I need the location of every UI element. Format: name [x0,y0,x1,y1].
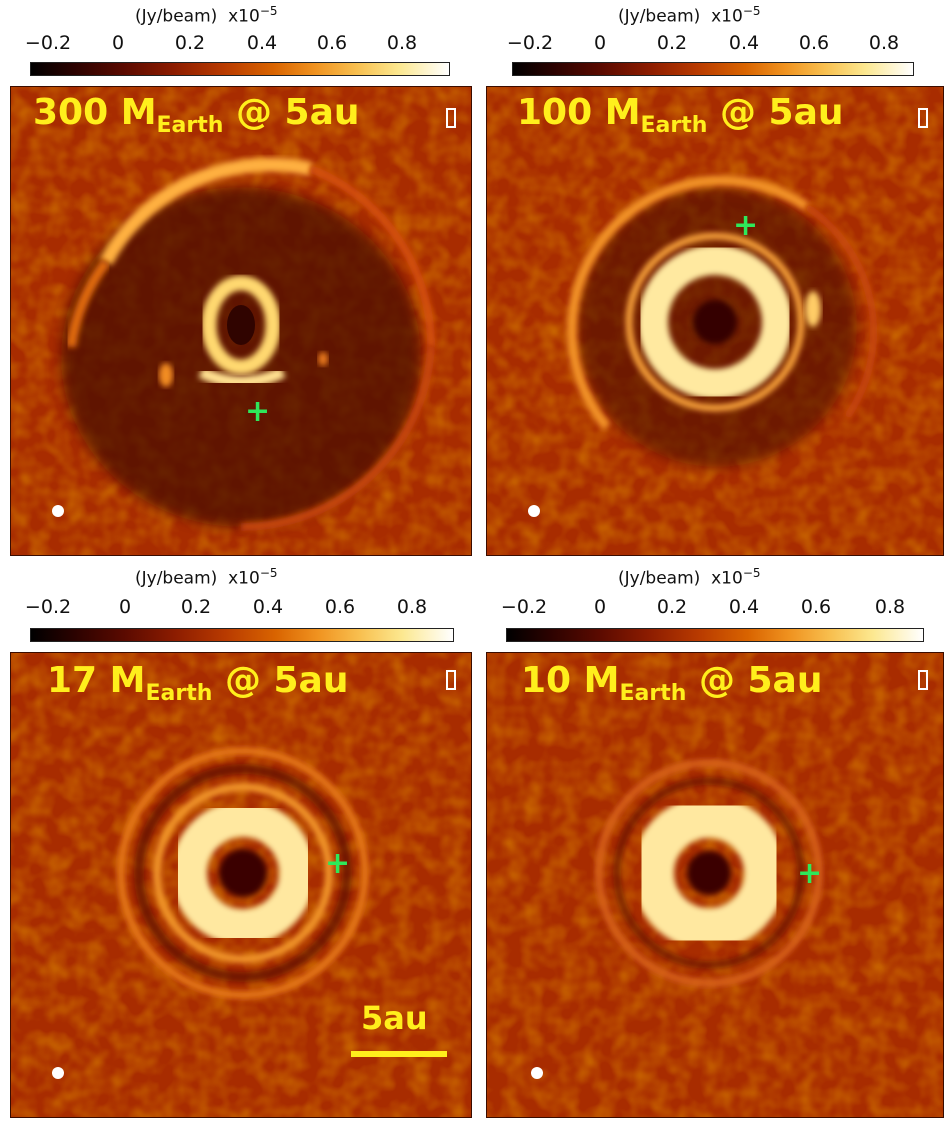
colorbar-tick: −0.2 [506,32,554,54]
panel-group-300: (Jy/beam) x10−5 −0.2 0 0.2 0.4 0.6 0.8 [0,0,472,561]
emission-map [487,87,943,555]
colorbar-tick-labels: −0.2 0 0.2 0.4 0.6 0.8 [472,32,944,54]
colorbar [512,62,914,76]
colorbar [506,628,924,642]
colorbar-tick: −0.2 [24,596,72,618]
colorbar-tick: 0.2 [180,596,212,618]
colorbar-unit-label: (Jy/beam) x10−5 [135,566,278,589]
image-panel-100: 100 MEarth @ 5au + [486,86,944,556]
colorbar-tick: 0.2 [656,596,688,618]
emission-map [11,653,471,1117]
scale-bar [351,1051,447,1057]
scale-marker-icon [446,108,456,128]
colorbar-tick: 0 [593,32,607,54]
image-panel-300: 300 MEarth @ 5au + [10,86,472,556]
colorbar-tick: −0.2 [500,596,548,618]
panel-title: 17 MEarth @ 5au [47,660,349,706]
panel-title: 10 MEarth @ 5au [521,660,823,706]
colorbar-tick: 0.6 [324,596,356,618]
emission-map [11,87,471,555]
beam-icon [52,1067,64,1079]
colorbar-tick: 0.4 [728,596,760,618]
colorbar-tick: −0.2 [24,32,72,54]
colorbar-tick-labels: −0.2 0 0.2 0.4 0.6 0.8 [0,32,472,54]
colorbar-tick: 0.8 [386,32,418,54]
panel-group-100: (Jy/beam) x10−5 −0.2 0 0.2 0.4 0.6 0.8 [472,0,944,561]
colorbar-tick: 0.2 [656,32,688,54]
colorbar-tick: 0.6 [800,596,832,618]
scale-marker-icon [918,670,928,690]
colorbar [30,628,454,642]
scale-marker-icon [918,108,928,128]
colorbar-tick: 0.6 [316,32,348,54]
colorbar-tick: 0.8 [874,596,906,618]
colorbar-tick-labels: −0.2 0 0.2 0.4 0.6 0.8 [0,596,472,618]
panel-group-10: (Jy/beam) x10−5 −0.2 0 0.2 0.4 0.6 0.8 [472,562,944,1123]
colorbar-tick: 0.6 [798,32,830,54]
colorbar-unit-label: (Jy/beam) x10−5 [618,566,761,589]
colorbar-tick: 0.4 [252,596,284,618]
colorbar [30,62,450,76]
planet-marker-icon: + [797,856,823,891]
emission-map [487,653,943,1117]
panel-group-17: (Jy/beam) x10−5 −0.2 0 0.2 0.4 0.6 0.8 [0,562,472,1123]
image-panel-17: 17 MEarth @ 5au + 5au [10,652,472,1118]
planet-marker-icon: + [245,394,271,429]
planet-marker-icon: + [325,846,351,881]
beam-icon [528,505,540,517]
colorbar-tick: 0.4 [246,32,278,54]
colorbar-tick: 0.4 [728,32,760,54]
colorbar-tick: 0.2 [174,32,206,54]
planet-marker-icon: + [733,208,759,243]
scale-marker-icon [446,670,456,690]
image-panel-10: 10 MEarth @ 5au + [486,652,944,1118]
beam-icon [52,505,64,517]
colorbar-unit-label: (Jy/beam) x10−5 [618,4,761,27]
scale-bar-label: 5au [361,999,428,1037]
colorbar-unit-label: (Jy/beam) x10−5 [135,4,278,27]
beam-icon [531,1067,543,1079]
colorbar-tick: 0.8 [868,32,900,54]
colorbar-tick-labels: −0.2 0 0.2 0.4 0.6 0.8 [472,596,944,618]
colorbar-tick: 0 [118,596,132,618]
colorbar-tick: 0 [593,596,607,618]
panel-title: 300 MEarth @ 5au [33,92,360,138]
colorbar-tick: 0.8 [396,596,428,618]
panel-title: 100 MEarth @ 5au [517,92,844,138]
colorbar-tick: 0 [111,32,125,54]
